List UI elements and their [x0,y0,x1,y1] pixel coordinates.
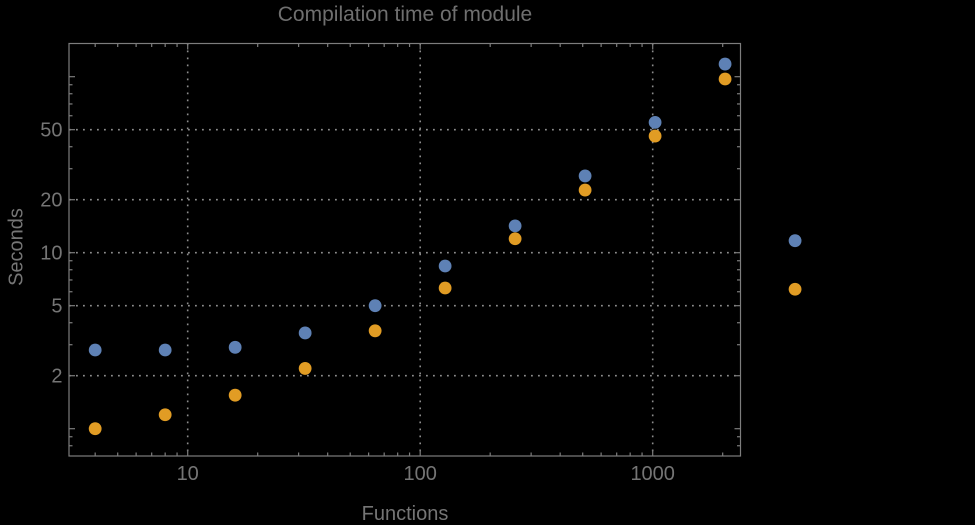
data-point-blue-x32 [298,326,312,340]
x-tick-label-1000: 1000 [630,463,675,485]
data-point-orange-x16 [228,388,242,402]
y-tick-label-5: 5 [51,296,62,318]
y-tick-label-50: 50 [40,120,62,142]
data-point-orange-x256 [508,232,522,246]
data-point-orange-x64 [368,324,382,338]
data-point-blue-x8 [158,343,172,357]
data-point-blue-x4 [88,343,102,357]
y-tick-label-10: 10 [40,243,62,265]
data-point-orange-x8 [158,408,172,422]
data-point-orange-x2048 [718,72,732,86]
data-point-blue-x512 [578,169,592,183]
x-axis-label: Functions [361,503,449,525]
data-point-orange-x512 [578,183,592,197]
data-point-orange-x4 [88,422,102,436]
data-point-orange-x128 [438,281,452,295]
data-point-blue-x256 [508,219,522,233]
data-point-orange-x32 [298,362,312,375]
x-tick-label-10: 10 [177,463,199,485]
data-point-blue-x64 [368,299,382,313]
y-tick-label-2: 2 [51,366,62,388]
chart-title: Compilation time of module [277,3,533,26]
data-point-orange-x1024 [648,129,662,143]
data-point-blue-x1024 [648,115,662,129]
data-point-blue-x16 [228,340,242,354]
data-point-orange-x4096 [788,282,802,296]
x-tick-label-100: 100 [404,463,437,485]
y-tick-label-20: 20 [40,190,62,212]
data-point-blue-x4096 [788,234,802,248]
data-point-blue-x128 [438,259,452,273]
data-point-blue-x2048 [718,57,732,71]
y-axis-label: Seconds [5,208,28,286]
plot-frame [68,42,742,457]
